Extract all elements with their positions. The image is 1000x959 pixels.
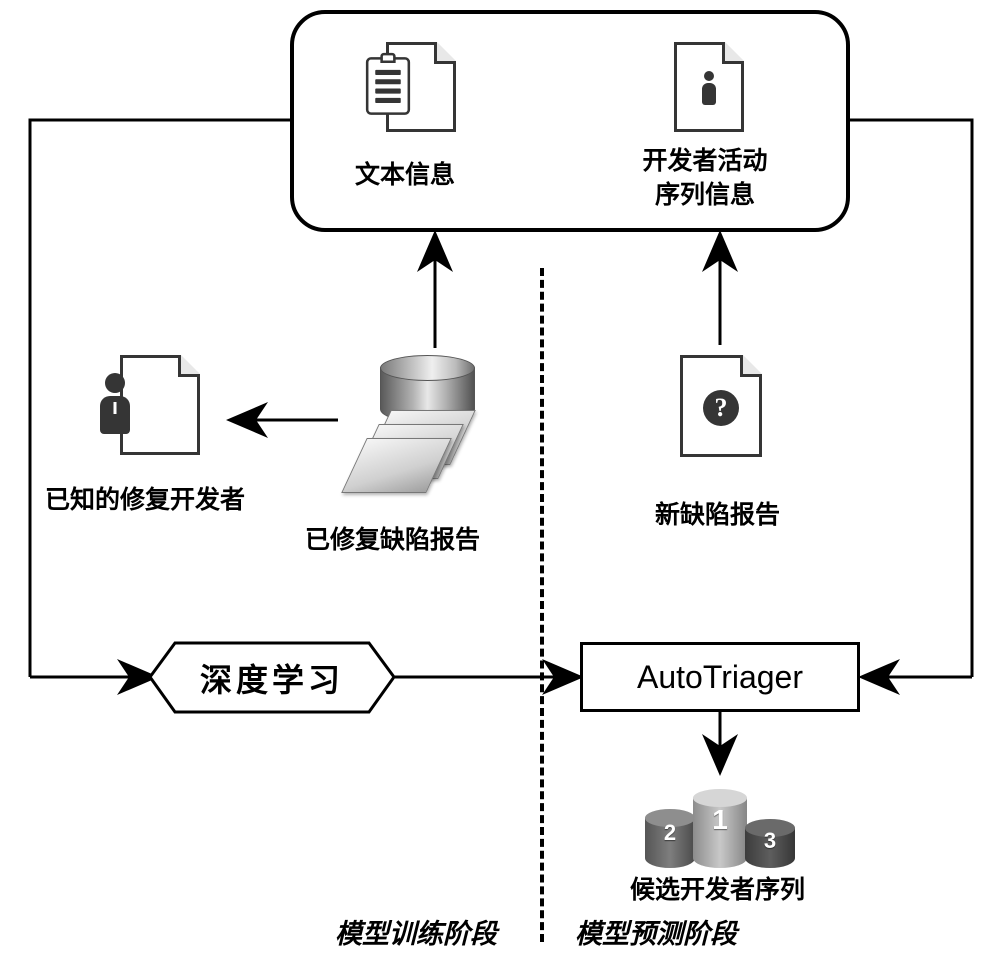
autotriager-box: AutoTriager [580, 642, 860, 712]
diagram-canvas: 文本信息 开发者活动序列信息 已知的修复开发者 已修复缺陷报告 ? 新 [0, 0, 1000, 959]
podium-icon: 2 1 3 [645, 778, 795, 868]
known-dev-label: 已知的修复开发者 [45, 480, 245, 516]
podium-label: 候选开发者序列 [630, 870, 805, 906]
new-report-icon: ? [680, 355, 762, 457]
fixed-reports-label: 已修复缺陷报告 [305, 520, 480, 556]
dev-activity-label: 开发者活动序列信息 [620, 145, 790, 213]
phase-divider [540, 268, 544, 942]
phase-predict-label: 模型预测阶段 [575, 912, 737, 951]
deep-learning-box: 深度学习 [147, 640, 397, 715]
deep-learning-label: 深度学习 [200, 655, 344, 701]
dev-activity-icon [674, 42, 744, 132]
known-dev-icon [120, 355, 200, 455]
autotriager-label: AutoTriager [637, 659, 803, 696]
dev-activity-text: 开发者活动序列信息 [642, 148, 767, 209]
phase-train-label: 模型训练阶段 [335, 912, 497, 951]
text-info-icon [386, 42, 456, 132]
text-info-label: 文本信息 [355, 155, 455, 191]
new-report-label: 新缺陷报告 [655, 495, 780, 531]
